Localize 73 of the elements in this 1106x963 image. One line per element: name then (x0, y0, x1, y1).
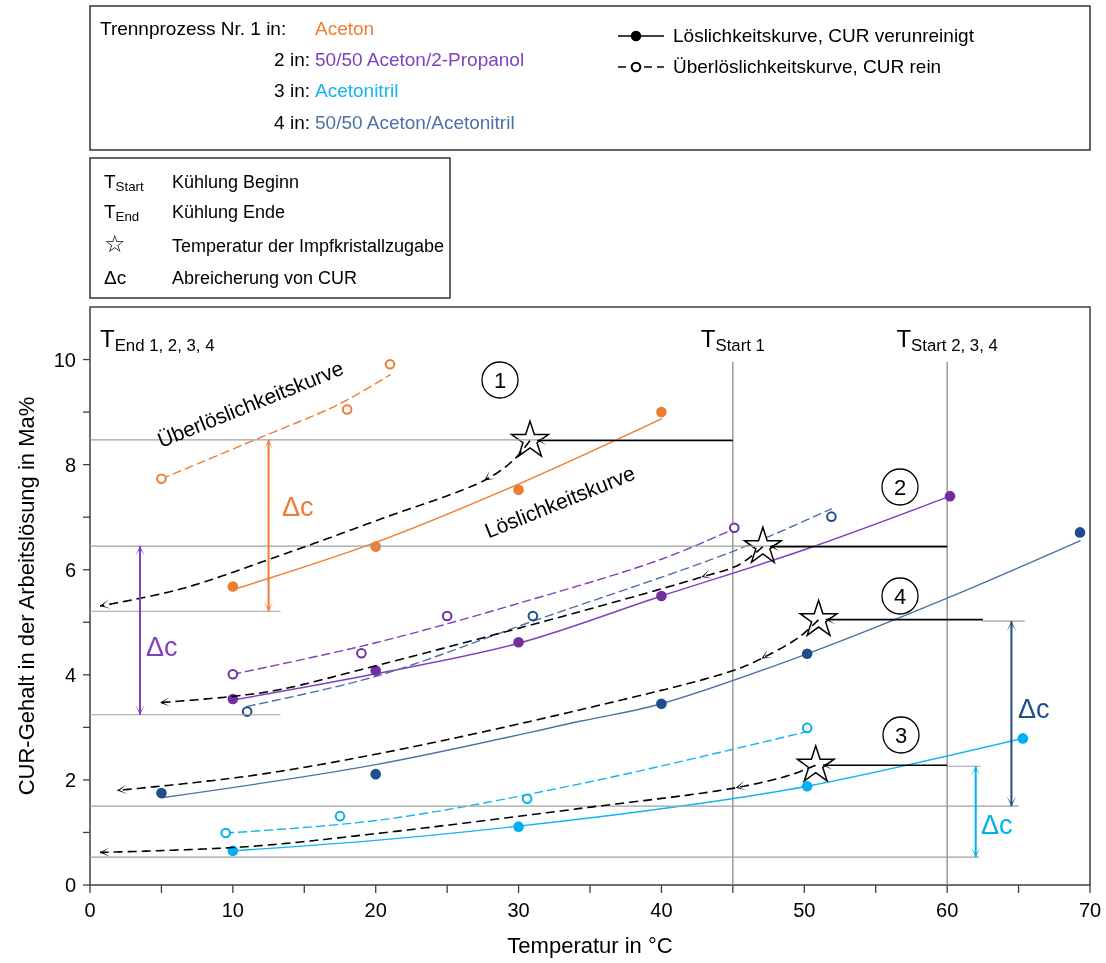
annotation: 3 (894, 723, 908, 748)
point (656, 698, 667, 710)
text: Kühlung Ende (172, 202, 286, 222)
point (826, 511, 837, 522)
x-axis-title: Temperatur in °C (507, 933, 673, 958)
x-tick-label: 50 (793, 899, 816, 921)
annotation: T$_{End 1, 2, 3, 4}$ (100, 325, 215, 356)
text: Aceton (315, 18, 375, 39)
point (801, 780, 813, 792)
point (227, 581, 239, 592)
text: Trennprozess Nr. 1 in: (100, 18, 287, 39)
point (656, 590, 667, 602)
annotation: Δc (1018, 694, 1050, 724)
annotation: Δc (981, 810, 1013, 840)
x-tick-label: 70 (1078, 899, 1102, 921)
point (227, 668, 239, 680)
text: Δc (104, 267, 127, 288)
ref-line-label: T$_{Start 1}$ (700, 325, 765, 356)
x-tick-label: 30 (507, 899, 530, 921)
point (799, 599, 838, 637)
text: Abreicherung von CUR (172, 268, 358, 288)
y-tick-label: 10 (53, 348, 76, 371)
point (370, 665, 382, 676)
text: 50/50 Aceton/Acetonitril (315, 112, 515, 133)
x-tick-label: 40 (650, 899, 673, 921)
x-tick-label: 10 (221, 899, 244, 921)
text: 50/50 Aceton/2-Propanol (315, 49, 525, 70)
text: T$_{Start}$ (104, 171, 144, 195)
text: T$_{End}$ (104, 201, 140, 225)
text: 4 in: (274, 112, 310, 133)
text: Löslichkeitskurve, CUR verunreinigt (673, 25, 975, 46)
annotation: 1 (493, 368, 507, 393)
point (527, 610, 539, 622)
y-tick-label: 2 (64, 768, 76, 791)
y-tick-label: 6 (64, 558, 76, 581)
point (384, 358, 396, 370)
text: Kühlung Beginn (172, 172, 300, 192)
annotation: Δc (282, 492, 314, 522)
y-tick-label: 0 (64, 874, 76, 896)
point (220, 827, 232, 839)
point (944, 490, 956, 502)
point (370, 768, 382, 780)
x-tick-label: 60 (936, 899, 959, 921)
text: ☆ (104, 230, 126, 257)
text: Temperatur der Impfkristallzugabe (172, 236, 445, 256)
point (801, 722, 813, 734)
y-axis-title: CUR-Gehalt in der Arbeitslösung in Ma% (14, 396, 39, 796)
point (334, 810, 346, 822)
point (728, 522, 740, 533)
y-tick-label: 4 (64, 663, 76, 686)
text: 3 in: (274, 80, 310, 101)
text: 2 in: (274, 49, 310, 70)
ref-line-label: T$_{Start 2, 3, 4}$ (896, 325, 998, 356)
x-tick-label: 0 (84, 899, 96, 921)
text: Überlöslichkeitskurve, CUR rein (673, 56, 942, 77)
annotation: Δc (146, 632, 178, 662)
point (796, 745, 835, 782)
point (801, 648, 813, 660)
point (513, 636, 524, 648)
y-tick-label: 8 (64, 453, 76, 476)
point (521, 793, 533, 805)
annotation: 2 (893, 475, 907, 500)
point (1074, 527, 1086, 538)
annotation: 4 (893, 584, 907, 609)
point (513, 821, 524, 832)
point (356, 647, 367, 659)
point (441, 610, 453, 622)
point (156, 787, 167, 799)
point (156, 473, 167, 485)
text: Acetonitril (315, 80, 399, 101)
point (1017, 733, 1029, 744)
point (656, 406, 667, 418)
x-tick-label: 20 (364, 899, 387, 921)
